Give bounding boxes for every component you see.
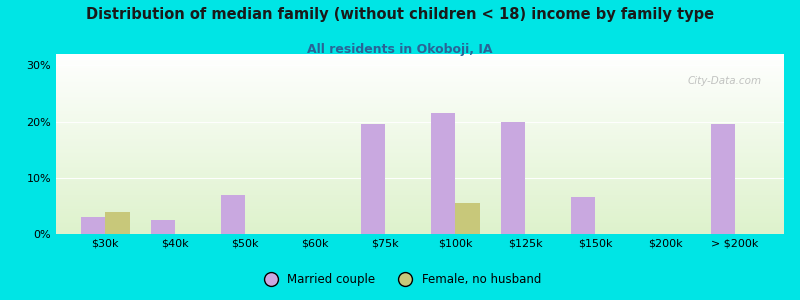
Bar — [361, 124, 385, 234]
Text: All residents in Okoboji, IA: All residents in Okoboji, IA — [307, 44, 493, 56]
Bar — [81, 217, 105, 234]
Bar — [150, 220, 175, 234]
Bar — [501, 122, 525, 234]
Bar — [105, 212, 130, 234]
Bar — [430, 113, 455, 234]
Bar — [455, 203, 479, 234]
Legend: Married couple, Female, no husband: Married couple, Female, no husband — [254, 269, 546, 291]
Bar — [710, 124, 735, 234]
Text: Distribution of median family (without children < 18) income by family type: Distribution of median family (without c… — [86, 8, 714, 22]
Bar — [570, 197, 595, 234]
Text: City-Data.com: City-Data.com — [688, 76, 762, 85]
Bar — [221, 195, 245, 234]
